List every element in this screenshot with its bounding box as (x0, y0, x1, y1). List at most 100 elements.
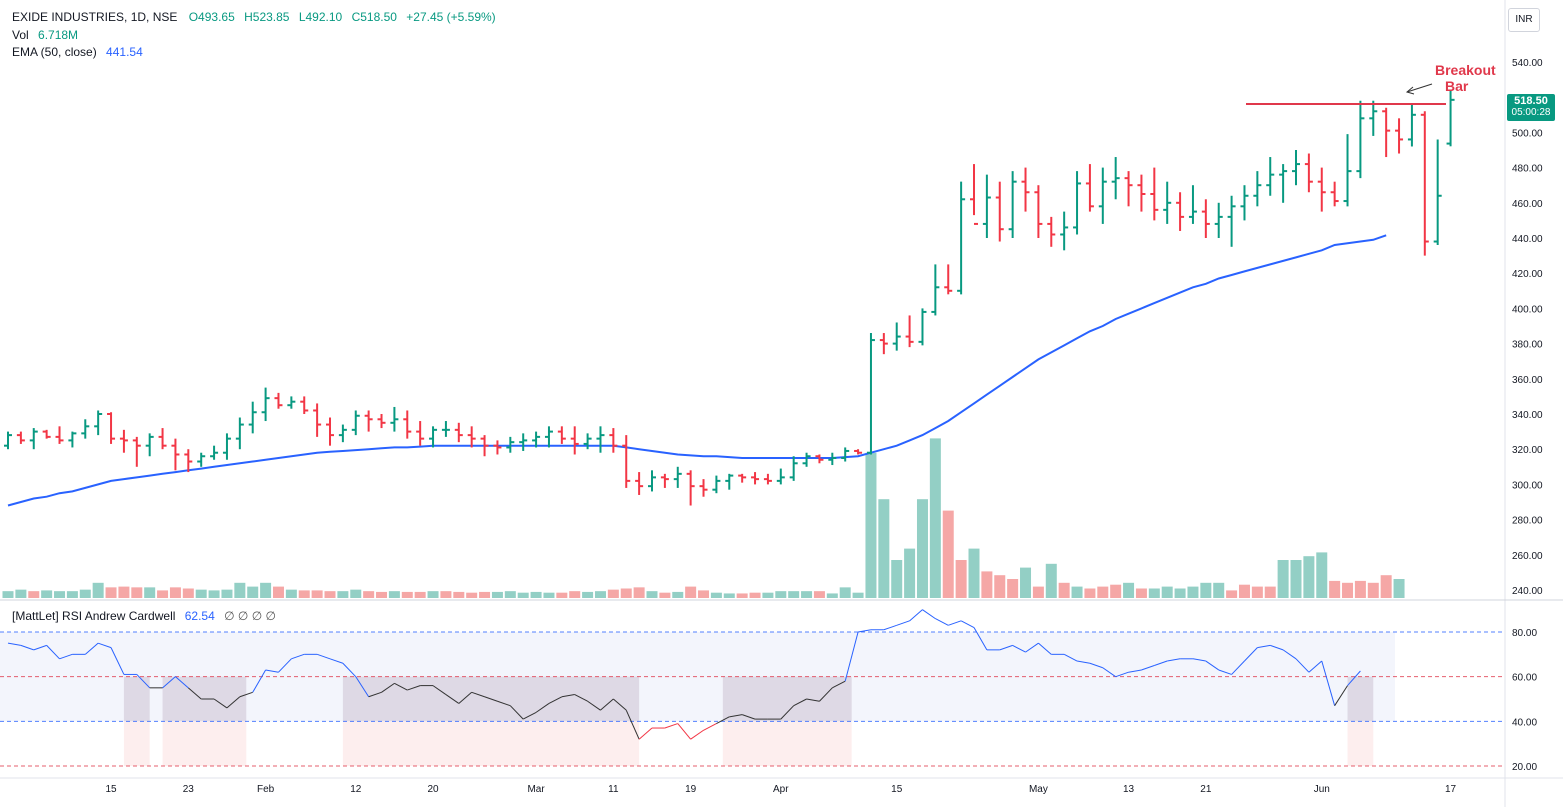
last-price-value: 518.50 (1514, 95, 1548, 107)
volume-bar (543, 592, 555, 598)
rsi-line-segment (1270, 644, 1284, 651)
volume-bar (556, 592, 568, 598)
rsi-line-segment (1154, 660, 1168, 666)
volume-bar (479, 591, 491, 598)
rsi-line-segment (960, 620, 975, 628)
volume-bar (929, 438, 941, 598)
volume-bar (337, 591, 349, 598)
rsi-line-segment (239, 691, 253, 698)
volume-bar (208, 590, 220, 598)
rsi-line-segment (574, 694, 588, 702)
rsi-line-segment (1308, 660, 1323, 673)
change-value: +27.45 (+5.59%) (406, 10, 496, 24)
volume-bar (723, 593, 735, 598)
rsi-line-segment (252, 669, 267, 693)
rsi-line-segment (84, 642, 99, 655)
price-tick-label: 320.00 (1512, 445, 1543, 456)
rsi-line-segment (458, 691, 473, 704)
volume-bar (1200, 582, 1212, 598)
volume-bar (646, 591, 658, 598)
volume-bar (144, 587, 156, 598)
rsi-line-segment (948, 620, 962, 626)
rsi-line-segment (20, 644, 34, 651)
price-tick-label: 540.00 (1512, 58, 1543, 69)
volume-bar (1264, 586, 1276, 598)
volume-bar (1174, 588, 1186, 598)
ema-label: EMA (50, close) (12, 45, 97, 59)
rsi-line-segment (561, 694, 575, 698)
rsi-line-segment (664, 723, 678, 729)
rsi-line-segment (278, 658, 292, 673)
rsi-line-segment (819, 687, 833, 702)
volume-bar (1290, 560, 1302, 598)
close-value: C518.50 (351, 10, 397, 24)
volume-bar (672, 591, 684, 598)
volume-bar (1187, 586, 1199, 598)
volume-legend[interactable]: Vol 6.718M (12, 28, 78, 42)
ema-line (7, 234, 1387, 507)
rsi-line-segment (1205, 660, 1220, 671)
volume-bar (1045, 563, 1057, 598)
volume-bar (1238, 584, 1250, 598)
volume-value: 6.718M (38, 28, 79, 42)
rsi-bearish-zone-low (342, 721, 640, 766)
volume-bar (530, 591, 542, 598)
volume-bar (2, 591, 14, 598)
rsi-line-segment (587, 700, 601, 711)
price-tick-label: 420.00 (1512, 269, 1543, 280)
volume-bar (41, 590, 53, 598)
symbol-name[interactable]: EXIDE INDUSTRIES, 1D, NSE (12, 10, 178, 24)
volume-bar (414, 591, 426, 598)
volume-bar (852, 592, 864, 598)
rsi-line-segment (935, 618, 949, 626)
volume-bar (1277, 560, 1289, 598)
breakout-annotation: Breakout Bar (1435, 62, 1496, 94)
volume-bar (865, 452, 877, 598)
volume-bar (955, 560, 967, 598)
volume-bar (1367, 582, 1379, 598)
symbol-legend: EXIDE INDUSTRIES, 1D, NSE O493.65 H523.8… (12, 10, 496, 24)
volume-bar (388, 591, 400, 598)
rsi-line-segment (1347, 670, 1361, 686)
volume-bar (1316, 552, 1328, 598)
currency-button[interactable]: INR (1508, 8, 1540, 32)
volume-bar (1226, 590, 1238, 598)
rsi-legend[interactable]: [MattLet] RSI Andrew Cardwell 62.54 ∅ ∅ … (12, 609, 276, 623)
rsi-line-segment (509, 705, 524, 720)
volume-bar (195, 589, 207, 598)
rsi-line-segment (1321, 660, 1336, 706)
volume-bar (105, 587, 117, 598)
rsi-line-segment (600, 698, 614, 711)
rsi-line-segment (497, 700, 511, 707)
rsi-line-segment (677, 723, 692, 740)
volume-bar (169, 587, 181, 598)
volume-bar (234, 582, 246, 598)
volume-bar (762, 592, 774, 598)
time-tick-label: 20 (427, 784, 439, 795)
time-tick-label: 15 (105, 784, 117, 795)
price-tick-label: 340.00 (1512, 410, 1543, 421)
volume-bar (324, 591, 336, 598)
rsi-line-segment (535, 703, 550, 713)
price-tick-label: 280.00 (1512, 516, 1543, 527)
rsi-bearish-zone-low (722, 721, 852, 766)
volume-bar (1032, 586, 1044, 598)
volume-bar (878, 499, 890, 598)
rsi-line-segment (381, 682, 395, 693)
volume-bar (916, 499, 928, 598)
rsi-tick-label: 80.00 (1512, 628, 1537, 639)
volume-bar (1148, 588, 1160, 598)
volume-bar (131, 587, 143, 598)
rsi-line-segment (1076, 660, 1091, 664)
rsi-line-segment (432, 685, 447, 695)
rsi-value: 62.54 (184, 609, 215, 623)
rsi-tick-label: 20.00 (1512, 762, 1537, 773)
volume-bar (1329, 580, 1341, 598)
volume-bar (1354, 580, 1366, 598)
ema-legend[interactable]: EMA (50, close) 441.54 (12, 45, 143, 59)
volume-bar (466, 592, 478, 598)
volume-bar (427, 591, 439, 598)
volume-bar (582, 591, 594, 598)
rsi-line-segment (394, 682, 408, 691)
